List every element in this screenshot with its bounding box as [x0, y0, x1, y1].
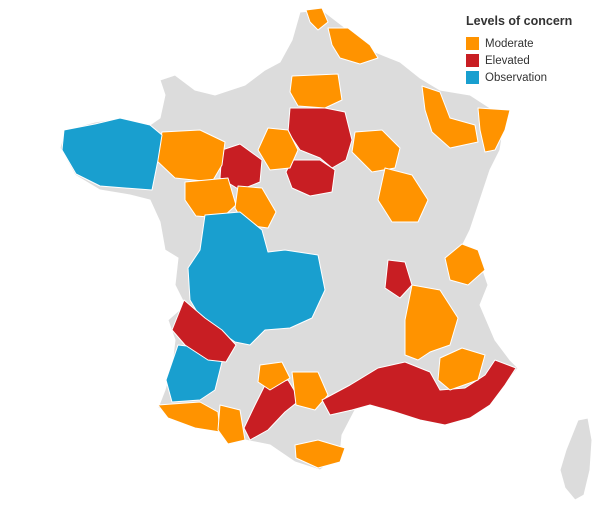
- corsica: [559, 417, 593, 501]
- dept-haute-savoie: [444, 243, 486, 286]
- legend-swatch-moderate: [466, 37, 479, 50]
- legend-label-observation: Observation: [485, 71, 548, 84]
- dept-brittany: [61, 117, 163, 191]
- dept-nord: [305, 7, 329, 31]
- legend-item-elevated: Elevated: [466, 52, 572, 69]
- dept-calvados-orne: [155, 129, 226, 183]
- dept-tarn: [291, 371, 329, 411]
- dept-hautes-pyrenees: [217, 404, 246, 445]
- legend-label-moderate: Moderate: [485, 37, 534, 50]
- legend-swatch-observation: [466, 71, 479, 84]
- dept-isere-drome: [404, 284, 459, 361]
- dept-cote-dor: [377, 167, 429, 223]
- dept-haute-garonne: [243, 379, 301, 441]
- dept-mediterranean-coast: [321, 359, 517, 426]
- legend-label-elevated: Elevated: [485, 54, 530, 67]
- dept-tarn-et-garonne: [257, 361, 291, 391]
- legend-swatch-elevated: [466, 54, 479, 67]
- dept-pas-de-calais: [327, 27, 379, 65]
- dept-sarthe: [219, 143, 263, 191]
- legend-title: Levels of concern: [466, 14, 573, 28]
- dept-aube: [351, 129, 401, 173]
- legend-item-observation: Observation: [466, 69, 572, 86]
- map-legend: Levels of concern Moderate Elevated Obse…: [466, 14, 572, 86]
- dept-loiret: [285, 159, 336, 197]
- dept-maine-et-loire: [184, 177, 237, 219]
- dept-gironde: [171, 299, 237, 363]
- dept-pyrenees-orientales: [294, 439, 346, 469]
- dept-alpes-haute-provence: [437, 347, 486, 391]
- dept-rhone: [384, 259, 413, 299]
- dept-meurthe-moselle: [421, 85, 479, 149]
- dept-eure-et-loir: [257, 127, 299, 171]
- dept-oise: [289, 73, 343, 109]
- legend-item-moderate: Moderate: [466, 35, 572, 52]
- dept-poitou-limousin: [187, 211, 326, 346]
- dept-bas-rhin: [477, 107, 511, 153]
